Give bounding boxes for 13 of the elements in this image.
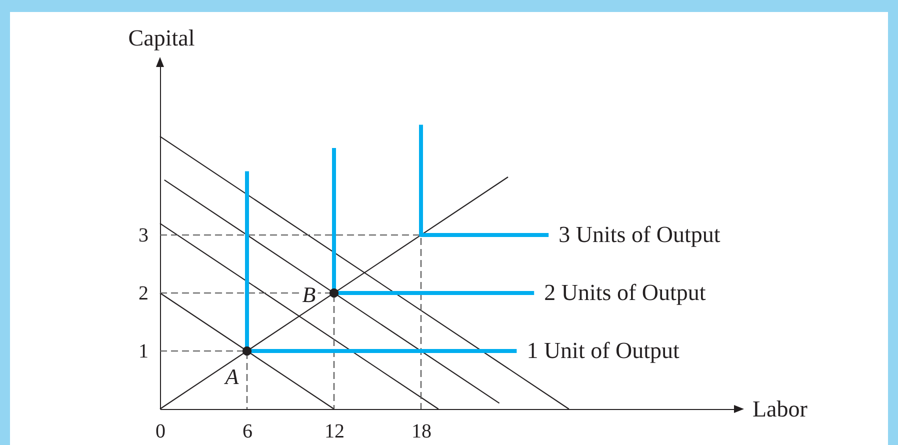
x-tick-label: 0 bbox=[156, 420, 166, 442]
y-axis-title: Capital bbox=[128, 26, 195, 50]
annotation: A bbox=[223, 364, 240, 389]
x-tick-label: 12 bbox=[324, 420, 344, 442]
y-tick-label: 1 bbox=[138, 340, 148, 362]
y-tick-label: 3 bbox=[138, 224, 148, 246]
x-tick-label: 6 bbox=[242, 420, 252, 442]
series-label: 1 Unit of Output bbox=[526, 338, 680, 363]
y-tick-label: 2 bbox=[138, 282, 148, 304]
x-axis-title: Labor bbox=[752, 396, 808, 422]
series-label: 3 Units of Output bbox=[558, 222, 721, 247]
series-label: 2 Units of Output bbox=[544, 280, 706, 305]
x-tick-label: 18 bbox=[412, 420, 432, 442]
